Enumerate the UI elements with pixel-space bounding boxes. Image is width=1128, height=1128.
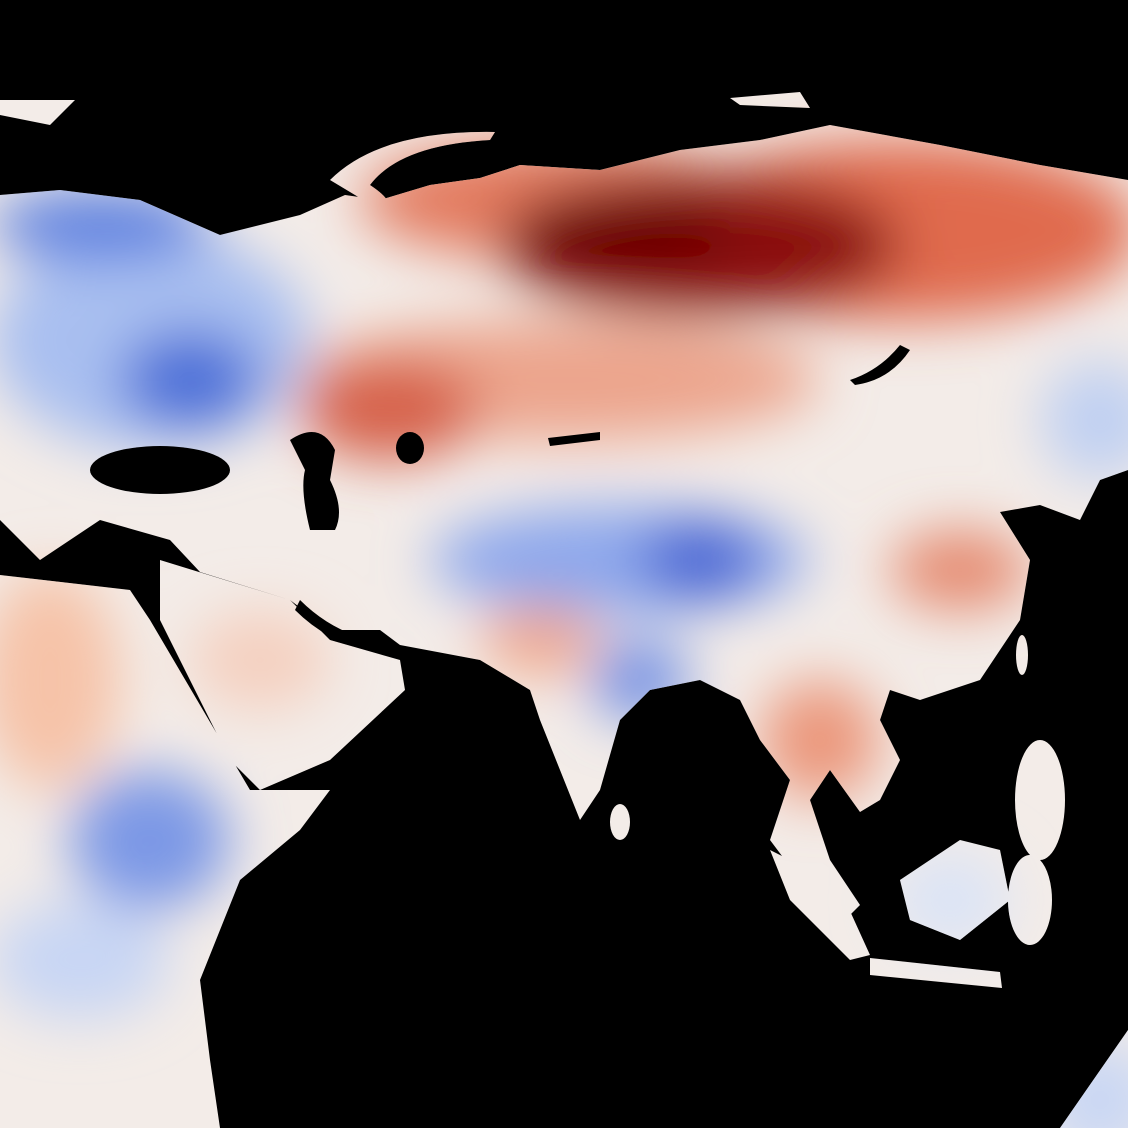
cold-anomaly: [70, 770, 230, 910]
warm-anomaly: [0, 570, 120, 790]
cold-anomaly: [1040, 360, 1128, 480]
cold-anomaly: [0, 190, 210, 260]
hot-anomaly: [510, 190, 730, 270]
cold-anomaly: [120, 330, 260, 430]
lake-baikal: [850, 345, 910, 385]
caspian-sea: [290, 432, 339, 530]
warm-anomaly: [890, 530, 1030, 610]
warm-anomaly: [300, 360, 480, 460]
warm-anomaly: [190, 610, 330, 710]
aral-sea: [396, 432, 424, 464]
inland-waters: [90, 345, 910, 650]
warm-anomaly: [480, 605, 600, 675]
persian-gulf: [295, 600, 375, 650]
anomaly-field: [0, 140, 1128, 1128]
warm-anomaly: [760, 680, 880, 800]
cold-anomaly: [0, 900, 170, 1020]
black-sea: [90, 446, 230, 494]
lake-balkhash: [548, 432, 600, 446]
cold-anomaly: [640, 520, 760, 600]
